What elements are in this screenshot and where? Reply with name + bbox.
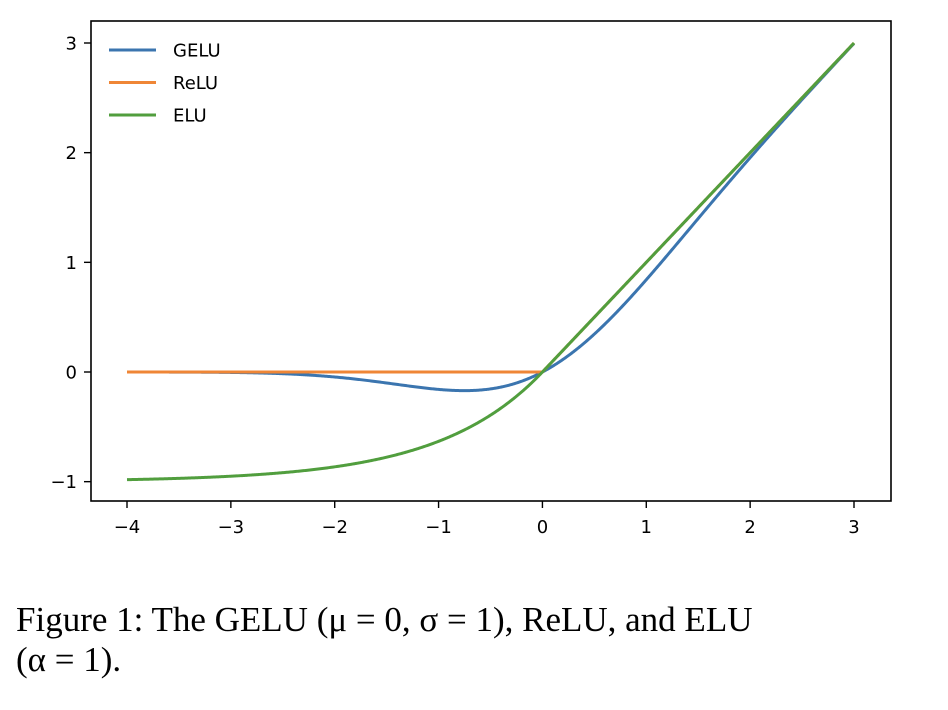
x-tick-label: −3 (218, 517, 245, 538)
series-line-relu (126, 41, 856, 374)
x-tick-label: −1 (425, 517, 452, 538)
x-tick-label: −4 (114, 517, 141, 538)
x-tick-label: 2 (744, 517, 755, 538)
y-tick-label: −1 (50, 472, 77, 493)
y-tick-label: 0 (66, 363, 77, 384)
x-tick-label: 3 (848, 517, 859, 538)
x-axis: −4 −3 −2 −1 0 1 2 3 (114, 501, 860, 538)
y-tick-label: 1 (66, 253, 77, 274)
y-tick-label: 2 (66, 143, 77, 164)
legend: GELU ReLU ELU (109, 41, 221, 127)
caption-line-2: (α = 1). (16, 640, 122, 679)
figure-caption: Figure 1: The GELU (μ = 0, σ = 1), ReLU,… (16, 600, 941, 680)
line-chart: −4 −3 −2 −1 0 1 2 3 −1 0 1 2 3 GELU ReLU ELU (50, 20, 892, 538)
x-tick-label: −2 (321, 517, 348, 538)
y-axis: −1 0 1 2 3 (50, 34, 91, 493)
series-line-elu (126, 41, 856, 482)
x-tick-label: 0 (537, 517, 548, 538)
series-line-gelu (126, 42, 856, 393)
legend-label-gelu: GELU (173, 41, 221, 62)
x-tick-label: 1 (641, 517, 652, 538)
caption-line-1: Figure 1: The GELU (μ = 0, σ = 1), ReLU,… (16, 600, 753, 639)
legend-label-relu: ReLU (173, 73, 218, 94)
plot-frame (90, 20, 892, 502)
y-tick-label: 3 (66, 34, 77, 55)
legend-label-elu: ELU (173, 106, 207, 127)
series-layer (126, 41, 856, 482)
